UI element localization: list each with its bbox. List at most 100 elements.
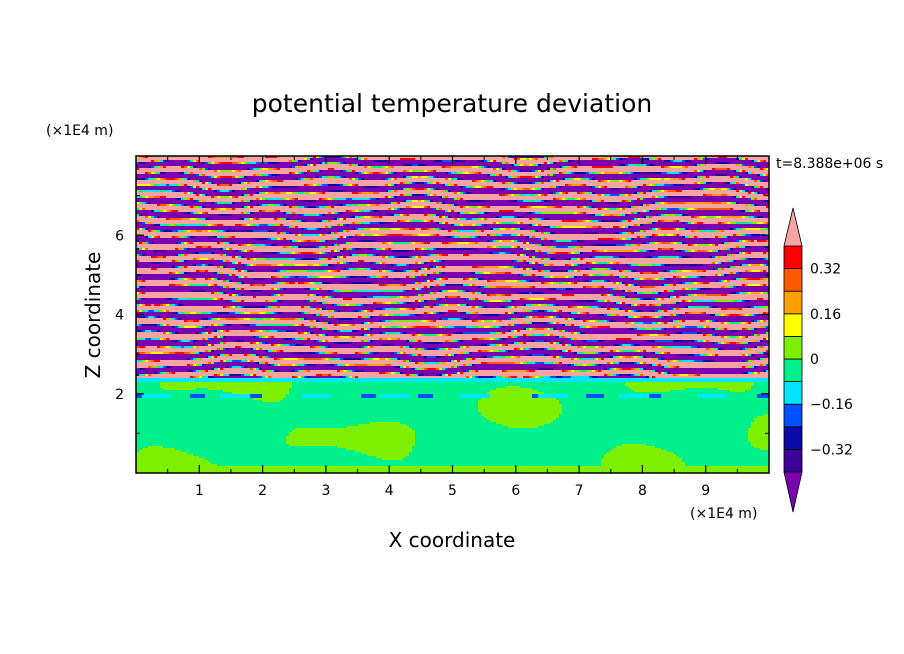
heatmap-cell <box>451 190 650 193</box>
heatmap-cell <box>247 276 272 279</box>
heatmap-cell <box>481 212 485 215</box>
heatmap-cell <box>430 228 434 231</box>
heatmap-cell <box>697 326 701 329</box>
heatmap-cell <box>160 338 164 341</box>
heatmap-cell <box>370 210 374 213</box>
heatmap-cell <box>553 192 557 195</box>
heatmap-cell <box>160 360 221 363</box>
heatmap-cell <box>517 292 521 295</box>
heatmap-cell <box>517 176 521 179</box>
heatmap-cell <box>682 320 686 323</box>
heatmap-cell <box>313 252 317 255</box>
heatmap-cell <box>520 206 527 209</box>
heatmap-cell <box>472 218 476 221</box>
heatmap-cell <box>436 356 440 359</box>
heatmap-cell <box>181 260 185 263</box>
heatmap-cell <box>394 178 398 181</box>
heatmap-cell <box>304 282 308 285</box>
heatmap-cell <box>499 222 503 225</box>
heatmap-cell <box>229 274 233 277</box>
heatmap-cell <box>181 318 203 321</box>
heatmap-cell <box>766 258 769 261</box>
heatmap-cell <box>415 188 425 191</box>
heatmap-cell <box>532 256 536 259</box>
heatmap-cell <box>691 236 695 239</box>
heatmap-cell <box>532 362 536 365</box>
heatmap-cell <box>145 228 149 231</box>
heatmap-cell <box>757 166 761 169</box>
heatmap-cell <box>454 230 458 233</box>
heatmap-cell <box>316 246 320 249</box>
heatmap-cell <box>139 254 143 257</box>
heatmap-cell <box>151 330 158 333</box>
heatmap-cell <box>490 234 494 237</box>
heatmap-cell <box>292 352 311 355</box>
heatmap-cell <box>508 162 545 165</box>
heatmap-cell <box>517 240 521 243</box>
heatmap-cell <box>523 260 527 263</box>
heatmap-cell <box>379 284 386 287</box>
heatmap-cell <box>349 254 353 257</box>
heatmap-cell <box>559 310 563 313</box>
heatmap-cell <box>289 240 293 243</box>
heatmap-cell <box>616 302 620 305</box>
heatmap-cell <box>751 240 755 243</box>
heatmap-cell <box>277 306 281 309</box>
heatmap-cell <box>748 328 752 331</box>
heatmap-cell <box>733 292 737 295</box>
heatmap-cell <box>406 200 410 203</box>
heatmap-cell <box>715 230 719 233</box>
heatmap-cell <box>505 228 512 231</box>
heatmap-cell <box>340 244 536 247</box>
heatmap-cell <box>583 340 587 343</box>
heatmap-cell <box>514 266 518 269</box>
heatmap-cell <box>469 186 473 189</box>
heatmap-cell <box>559 336 563 339</box>
heatmap-cell <box>685 166 689 169</box>
heatmap-cell <box>238 288 242 291</box>
heatmap-cell <box>148 230 152 233</box>
heatmap-cell <box>397 178 446 181</box>
heatmap-cell <box>757 204 769 207</box>
heatmap-cell <box>244 354 248 357</box>
heatmap-cell <box>256 324 263 327</box>
heatmap-cell <box>307 164 311 167</box>
heatmap-cell <box>553 240 557 243</box>
heatmap-cell <box>604 208 608 211</box>
heatmap-cell <box>331 198 335 201</box>
heatmap-cell <box>232 306 236 309</box>
heatmap-cell <box>286 282 290 285</box>
heatmap-cell <box>475 212 479 215</box>
heatmap-cell <box>646 278 653 281</box>
heatmap-cell <box>547 174 551 177</box>
heatmap-cell <box>175 352 185 355</box>
heatmap-cell <box>196 212 200 215</box>
heatmap-cell <box>328 322 332 325</box>
heatmap-cell <box>583 306 590 309</box>
heatmap-cell <box>313 332 380 335</box>
heatmap-cell <box>643 316 650 319</box>
heatmap-cell <box>136 278 170 281</box>
heatmap-cell <box>337 330 341 333</box>
heatmap-cell <box>634 264 638 267</box>
heatmap-cell <box>439 342 443 345</box>
heatmap-cell <box>274 350 278 353</box>
heatmap-cell <box>703 164 707 167</box>
heatmap-cell <box>388 320 392 323</box>
heatmap-cell <box>754 314 758 317</box>
heatmap-cell <box>730 254 734 257</box>
heatmap-cell <box>412 270 416 273</box>
heatmap-cell <box>649 190 653 193</box>
heatmap-cell <box>694 222 698 225</box>
heatmap-cell <box>226 360 230 363</box>
heatmap-cell <box>457 346 461 349</box>
heatmap-cell <box>307 158 311 161</box>
heatmap-cell <box>442 216 446 219</box>
heatmap-cell <box>481 236 527 239</box>
heatmap-cell <box>532 158 536 161</box>
heatmap-cell <box>208 258 212 261</box>
heatmap-cell <box>187 272 191 275</box>
heatmap-cell <box>433 170 437 173</box>
heatmap-cell <box>520 274 524 277</box>
heatmap-cell <box>520 342 524 345</box>
